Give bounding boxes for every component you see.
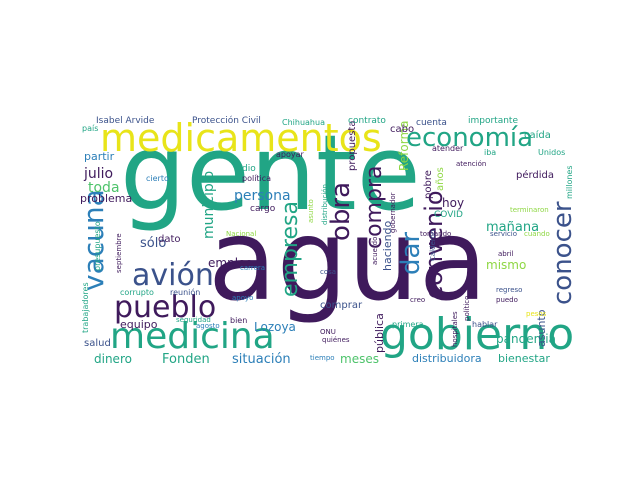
word-trabajadores: trabajadores xyxy=(81,282,90,333)
word-dio: dio xyxy=(242,164,256,174)
word-contrato: contrato xyxy=(348,116,386,126)
word-cargo: cargo xyxy=(250,204,276,214)
word-avion: avión xyxy=(132,258,214,293)
word-empresa: empresa xyxy=(278,201,303,297)
word-tomando: tomando xyxy=(420,230,452,238)
word-isabel-arvide: Isabel Arvide xyxy=(96,116,155,126)
word-asunto-small: asunto xyxy=(307,199,315,223)
word-gente: gente xyxy=(120,115,421,234)
word-proteccion-civil: Protección Civil xyxy=(192,116,261,126)
word-pobre: pobre xyxy=(423,170,434,199)
word-situacion: situación xyxy=(232,352,291,367)
word-cuenta: cuenta xyxy=(416,118,447,128)
word-agosto: agosto xyxy=(196,322,220,330)
word-cabo: cabo xyxy=(390,124,415,135)
word-acuerdo: acuerdo xyxy=(371,236,379,265)
word-septiembre: septiembre xyxy=(115,233,123,273)
word-cosa: cosa xyxy=(320,268,337,276)
word-hoy: hoy xyxy=(442,196,465,210)
word-chihuahua: Chihuahua xyxy=(282,118,325,127)
word-meses: meses xyxy=(340,352,379,366)
word-julio: julio xyxy=(84,166,114,182)
word-pesos: pesos xyxy=(526,310,547,318)
word-onu: ONU xyxy=(320,328,336,336)
word-quienes: quiénes xyxy=(322,336,350,344)
word-fonden: Fonden xyxy=(162,352,210,367)
word-pais: país xyxy=(82,124,99,133)
word-seguridad: seguridad xyxy=(176,316,211,324)
word-perdida: pérdida xyxy=(516,170,555,181)
word-nacional: Nacional xyxy=(226,230,257,238)
word-manana: mañana xyxy=(486,220,540,235)
word-millones: millones xyxy=(565,165,574,199)
word-politica: política xyxy=(242,174,272,183)
word-municipio: municipio xyxy=(201,170,217,239)
word-anos: años xyxy=(435,167,446,191)
word-salud: salud xyxy=(84,338,111,349)
word-atender: atender xyxy=(432,144,464,153)
word-distribuidora: distribuidora xyxy=(412,352,482,365)
word-iba: iba xyxy=(484,148,497,157)
word-dar: dar xyxy=(396,231,426,275)
word-dinero: dinero xyxy=(94,352,132,366)
word-apoyar: apoyar xyxy=(276,150,304,159)
word-medicamentos: medicamentos xyxy=(100,116,382,160)
word-cierto: cierto xyxy=(146,174,169,183)
word-lozoya: Lozoya xyxy=(254,320,296,334)
word-problema: problema xyxy=(80,192,133,205)
word-primera: primera xyxy=(392,320,424,329)
word-abril: abril xyxy=(498,250,514,258)
word-conocer: conocer xyxy=(548,201,578,305)
word-bien: bien xyxy=(230,316,248,325)
word-corrupto: corrupto xyxy=(120,288,154,297)
word-atencion: atención xyxy=(456,160,487,168)
word-dato: dato xyxy=(158,234,181,245)
word-regreso: regreso xyxy=(496,286,523,294)
word-gobernador: gobernador xyxy=(389,192,397,233)
word-bienestar: bienestar xyxy=(498,352,550,365)
word-pandemia: pandemia xyxy=(496,332,556,346)
word-pueblo: pueblo xyxy=(114,290,217,325)
word-servicio: servicio xyxy=(490,230,517,238)
word-creo: creo xyxy=(410,296,426,304)
word-publica: pública xyxy=(373,313,386,353)
word-medicina: medicina xyxy=(110,316,275,357)
word-propuesta: propuesta xyxy=(347,120,358,171)
word-carrera: carrera xyxy=(240,264,266,272)
word-caida: caída xyxy=(524,130,551,141)
word-terminaron: terminaron xyxy=(510,206,549,214)
word-toda: toda xyxy=(88,180,120,196)
word-puedo: puedo xyxy=(496,296,518,304)
word-politico: político xyxy=(463,295,471,321)
word-economia: economía xyxy=(406,123,534,153)
word-importante: importante xyxy=(468,116,519,126)
word-mismo: mismo xyxy=(486,258,527,272)
word-unidos: Unidos xyxy=(538,148,566,157)
word-gobierno: gobierno xyxy=(380,309,575,360)
word-hospitales: hospitales xyxy=(451,311,459,347)
word-hablar: hablar xyxy=(472,320,498,329)
word-obra: obra xyxy=(326,181,356,241)
word-empleo: empleo xyxy=(208,256,253,270)
word-cuando: cuando xyxy=(524,230,550,238)
word-reunion: reunión xyxy=(170,288,201,297)
word-presupuesto: presupuesto xyxy=(93,221,102,271)
word-distribucion: distribución xyxy=(321,184,329,225)
word-comprar: comprar xyxy=(320,300,363,311)
word-tiempo: tiempo xyxy=(310,354,335,362)
word-calderon: Calderón xyxy=(429,229,437,261)
word-equipo: equipo xyxy=(120,318,158,331)
word-cloud: gente agua gobierno medicamentos medicin… xyxy=(80,115,578,368)
word-apoyo: apoyo xyxy=(232,294,254,302)
word-solo: sólo xyxy=(140,236,167,251)
word-agua: agua xyxy=(208,196,488,326)
word-partir: partir xyxy=(84,150,115,163)
word-covid: COVID xyxy=(434,210,463,220)
word-persona: persona xyxy=(234,188,291,204)
